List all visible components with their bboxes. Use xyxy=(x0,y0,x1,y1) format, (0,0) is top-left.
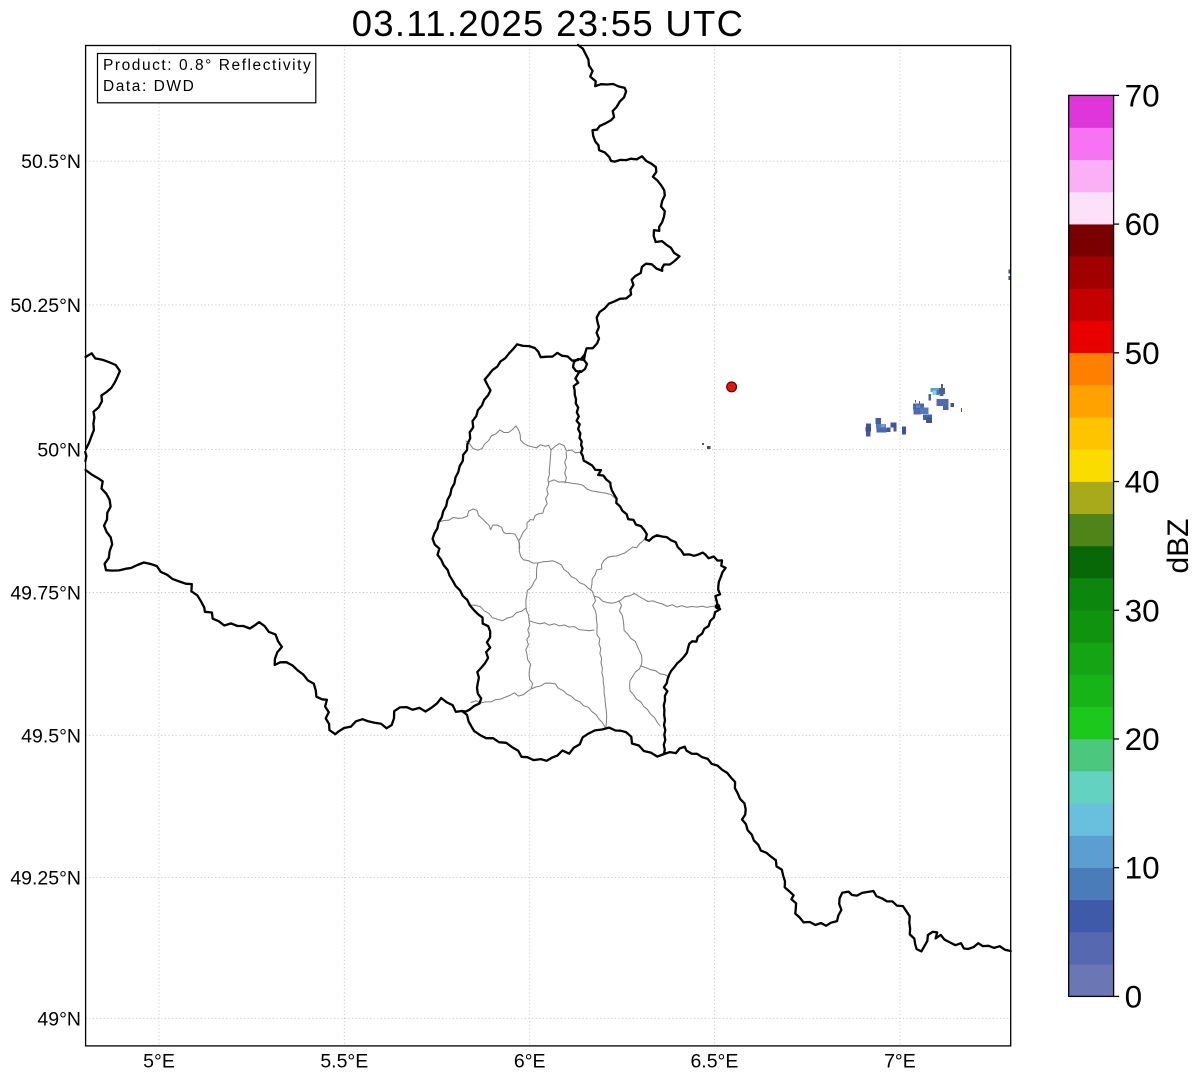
svg-text:50.25°N: 50.25°N xyxy=(10,295,81,317)
svg-text:49°N: 49°N xyxy=(37,1008,81,1030)
svg-text:60: 60 xyxy=(1125,206,1160,242)
svg-text:49.75°N: 49.75°N xyxy=(10,583,81,605)
svg-text:49.25°N: 49.25°N xyxy=(10,868,81,890)
svg-text:Data: DWD: Data: DWD xyxy=(103,78,195,95)
svg-text:30: 30 xyxy=(1125,592,1160,628)
svg-text:6°E: 6°E xyxy=(514,1051,546,1073)
svg-text:20: 20 xyxy=(1125,721,1160,757)
svg-text:5°E: 5°E xyxy=(143,1051,175,1073)
svg-text:49.5°N: 49.5°N xyxy=(21,725,81,747)
svg-text:0: 0 xyxy=(1125,978,1143,1014)
svg-text:10: 10 xyxy=(1125,850,1160,886)
svg-text:7°E: 7°E xyxy=(884,1051,916,1073)
svg-text:50°N: 50°N xyxy=(37,440,81,462)
svg-text:50: 50 xyxy=(1125,335,1160,371)
svg-text:40: 40 xyxy=(1125,464,1160,500)
svg-text:dBZ: dBZ xyxy=(1162,518,1195,573)
svg-text:50.5°N: 50.5°N xyxy=(21,151,81,173)
svg-text:5.5°E: 5.5°E xyxy=(320,1051,368,1073)
svg-text:6.5°E: 6.5°E xyxy=(690,1051,738,1073)
svg-text:03.11.2025 23:55 UTC: 03.11.2025 23:55 UTC xyxy=(352,3,745,44)
svg-text:Product: 0.8° Reflectivity: Product: 0.8° Reflectivity xyxy=(103,57,312,74)
svg-text:70: 70 xyxy=(1125,77,1160,113)
